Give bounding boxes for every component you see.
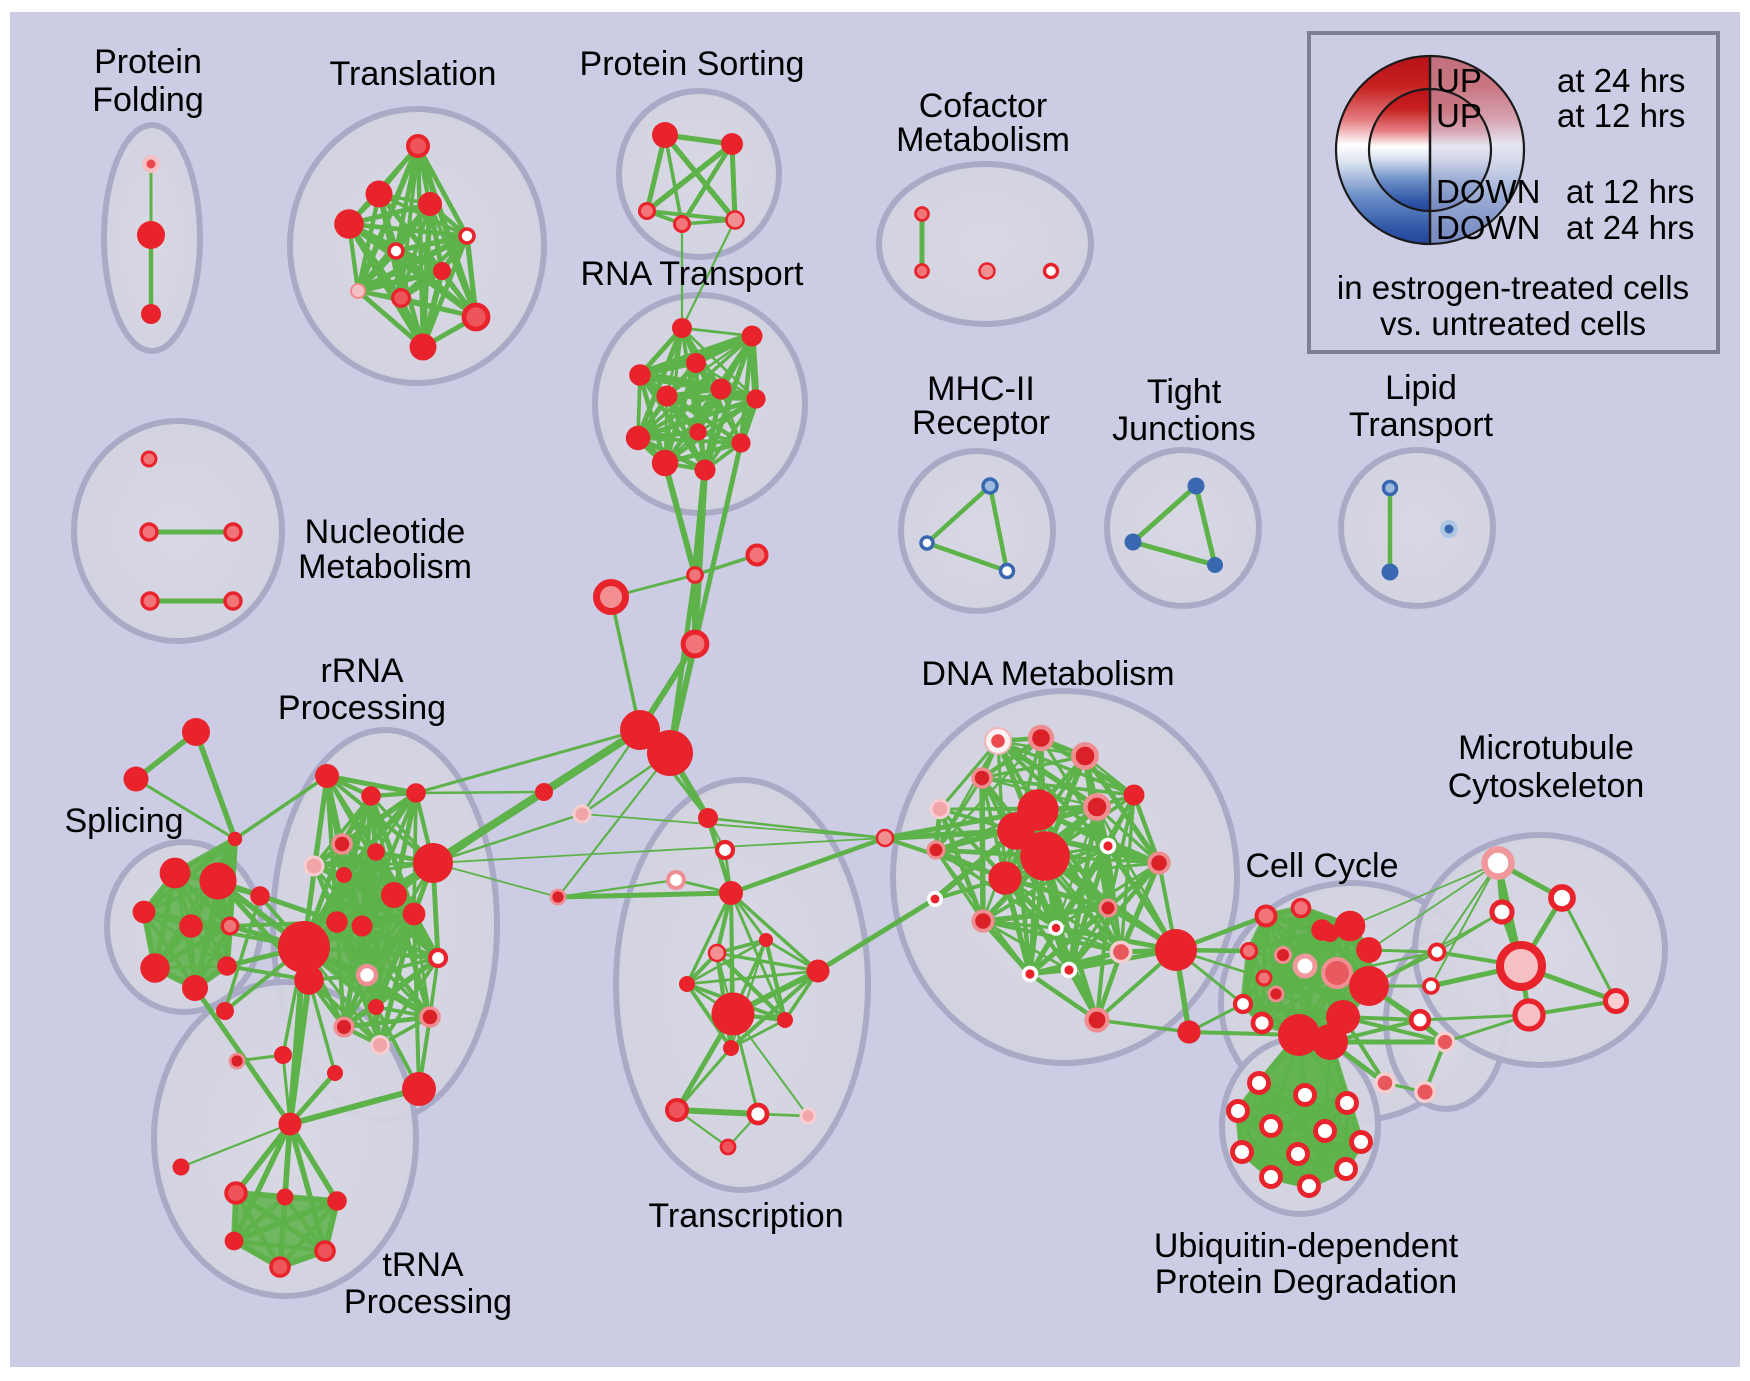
svg-text:vs. untreated cells: vs. untreated cells	[1380, 305, 1646, 342]
svg-text:Lipid: Lipid	[1385, 369, 1457, 407]
svg-text:Junctions: Junctions	[1112, 410, 1256, 448]
svg-text:Microtubule: Microtubule	[1458, 729, 1634, 767]
svg-text:Processing: Processing	[278, 689, 446, 727]
svg-text:UP: UP	[1436, 97, 1482, 134]
svg-text:Protein: Protein	[94, 43, 202, 81]
svg-text:Nucleotide: Nucleotide	[305, 513, 466, 551]
svg-text:Cytoskeleton: Cytoskeleton	[1448, 767, 1645, 805]
svg-text:Cofactor: Cofactor	[919, 87, 1048, 125]
svg-text:Splicing: Splicing	[64, 802, 183, 840]
svg-text:DOWN: DOWN	[1436, 209, 1540, 246]
svg-text:tRNA: tRNA	[382, 1246, 464, 1284]
svg-text:at 24 hrs: at 24 hrs	[1566, 209, 1694, 246]
svg-text:Metabolism: Metabolism	[298, 548, 472, 586]
svg-text:at 12 hrs: at 12 hrs	[1566, 173, 1694, 210]
svg-text:Protein Sorting: Protein Sorting	[580, 45, 805, 83]
svg-text:Cell Cycle: Cell Cycle	[1245, 847, 1398, 885]
svg-text:Transport: Transport	[1349, 406, 1494, 444]
svg-text:RNA Transport: RNA Transport	[581, 255, 805, 293]
svg-text:Processing: Processing	[344, 1283, 512, 1321]
svg-text:MHC-II: MHC-II	[927, 370, 1035, 408]
svg-text:UP: UP	[1436, 62, 1482, 99]
svg-text:rRNA: rRNA	[320, 652, 403, 690]
svg-text:DNA Metabolism: DNA Metabolism	[921, 655, 1174, 693]
svg-text:in estrogen-treated cells: in estrogen-treated cells	[1337, 269, 1689, 306]
svg-text:Metabolism: Metabolism	[896, 121, 1070, 159]
svg-text:DOWN: DOWN	[1436, 173, 1540, 210]
svg-text:Protein Degradation: Protein Degradation	[1155, 1263, 1457, 1301]
svg-text:Ubiquitin-dependent: Ubiquitin-dependent	[1154, 1227, 1459, 1265]
svg-text:Tight: Tight	[1147, 373, 1222, 411]
svg-text:Receptor: Receptor	[912, 404, 1050, 442]
svg-text:Transcription: Transcription	[648, 1197, 843, 1235]
svg-text:Translation: Translation	[330, 55, 497, 93]
svg-text:at 24 hrs: at 24 hrs	[1557, 62, 1685, 99]
svg-text:at 12 hrs: at 12 hrs	[1557, 97, 1685, 134]
svg-text:Folding: Folding	[92, 81, 204, 119]
